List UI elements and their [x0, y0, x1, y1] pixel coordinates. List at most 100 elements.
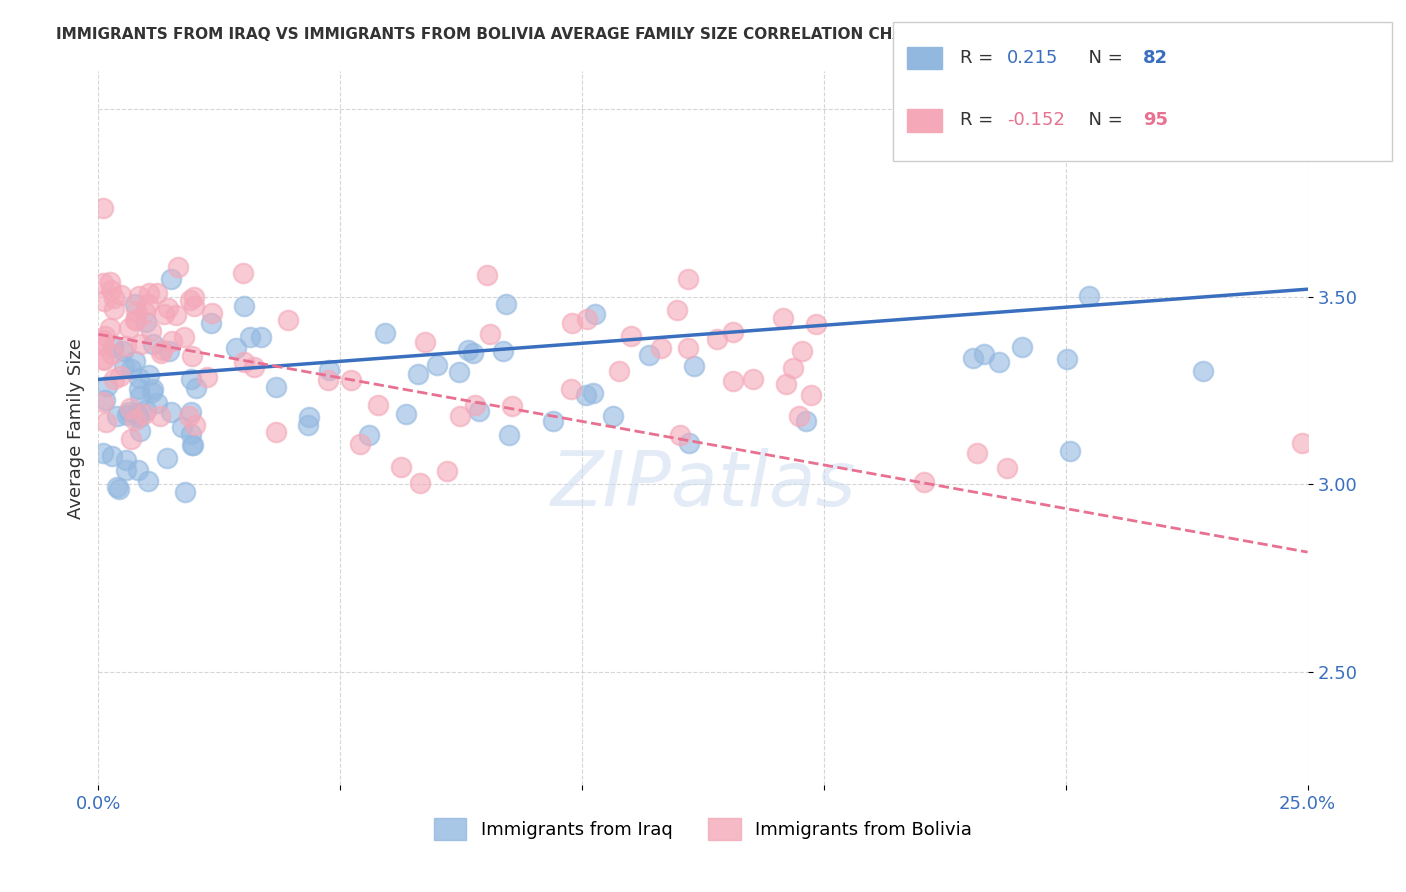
Point	[145, 395, 167, 409]
Point	[721, 374, 744, 388]
Point	[790, 344, 813, 359]
Point	[479, 326, 502, 341]
Point	[124, 354, 146, 368]
Point	[128, 389, 150, 403]
Text: N =: N =	[1077, 112, 1129, 129]
Point	[602, 409, 624, 423]
Point	[136, 474, 159, 488]
Point	[475, 268, 498, 283]
Point	[973, 347, 995, 361]
Point	[91, 446, 114, 460]
Point	[136, 296, 159, 310]
Point	[183, 290, 205, 304]
Point	[413, 335, 436, 350]
Point	[232, 266, 254, 280]
Point	[408, 367, 430, 381]
Point	[91, 334, 114, 348]
Text: 82: 82	[1143, 49, 1168, 67]
Point	[495, 297, 517, 311]
Point	[157, 343, 180, 358]
Text: N =: N =	[1077, 49, 1129, 67]
Point	[118, 405, 141, 419]
Point	[501, 399, 523, 413]
Point	[152, 343, 174, 357]
Point	[115, 408, 138, 422]
Point	[129, 424, 152, 438]
Point	[316, 373, 339, 387]
Point	[357, 427, 380, 442]
Point	[139, 324, 162, 338]
Point	[395, 407, 418, 421]
Point	[449, 409, 471, 423]
Point	[560, 383, 582, 397]
Point	[264, 425, 287, 439]
Point	[582, 386, 605, 401]
Point	[150, 346, 173, 360]
Point	[174, 484, 197, 499]
Point	[127, 406, 149, 420]
Point	[492, 344, 515, 359]
Point	[91, 351, 114, 366]
Point	[184, 381, 207, 395]
Point	[912, 475, 935, 489]
Point	[184, 418, 207, 433]
Point	[118, 321, 141, 335]
Point	[132, 407, 155, 421]
Point	[91, 395, 114, 409]
Point	[181, 438, 204, 452]
Point	[233, 299, 256, 313]
Point	[172, 420, 194, 434]
Point	[183, 299, 205, 313]
Point	[468, 404, 491, 418]
Point	[678, 435, 700, 450]
Point	[741, 371, 763, 385]
Point	[124, 313, 146, 327]
Point	[297, 418, 319, 433]
Point	[676, 272, 699, 286]
Point	[787, 409, 810, 423]
Point	[114, 463, 136, 477]
Point	[135, 402, 157, 417]
Point	[103, 302, 125, 317]
Point	[800, 388, 823, 402]
Point	[620, 329, 643, 343]
Y-axis label: Average Family Size: Average Family Size	[66, 338, 84, 518]
Point	[297, 410, 319, 425]
Point	[374, 326, 396, 340]
Text: Source: ZipAtlas.com: Source: ZipAtlas.com	[1230, 27, 1378, 41]
Point	[120, 433, 142, 447]
Point	[128, 383, 150, 397]
Point	[138, 285, 160, 300]
Point	[125, 304, 148, 318]
Point	[232, 355, 254, 369]
Point	[134, 305, 156, 319]
Point	[266, 380, 288, 394]
Point	[93, 293, 115, 308]
Point	[180, 426, 202, 441]
Point	[101, 449, 124, 463]
Point	[91, 276, 114, 290]
Point	[409, 475, 432, 490]
Point	[340, 373, 363, 387]
Point	[128, 371, 150, 385]
Point	[181, 349, 204, 363]
Point	[464, 398, 486, 412]
Point	[173, 329, 195, 343]
Text: R =: R =	[960, 112, 1000, 129]
Point	[995, 460, 1018, 475]
Point	[682, 359, 704, 374]
Point	[159, 272, 181, 286]
Point	[129, 337, 152, 351]
Point	[1059, 444, 1081, 458]
Point	[115, 452, 138, 467]
Point	[110, 288, 132, 302]
Point	[1056, 351, 1078, 366]
Point	[120, 362, 142, 376]
Point	[96, 379, 118, 393]
Point	[457, 343, 479, 357]
Point	[988, 355, 1011, 369]
Point	[105, 409, 128, 424]
Text: IMMIGRANTS FROM IRAQ VS IMMIGRANTS FROM BOLIVIA AVERAGE FAMILY SIZE CORRELATION : IMMIGRANTS FROM IRAQ VS IMMIGRANTS FROM …	[56, 27, 927, 42]
Point	[93, 352, 115, 367]
Point	[318, 363, 340, 377]
